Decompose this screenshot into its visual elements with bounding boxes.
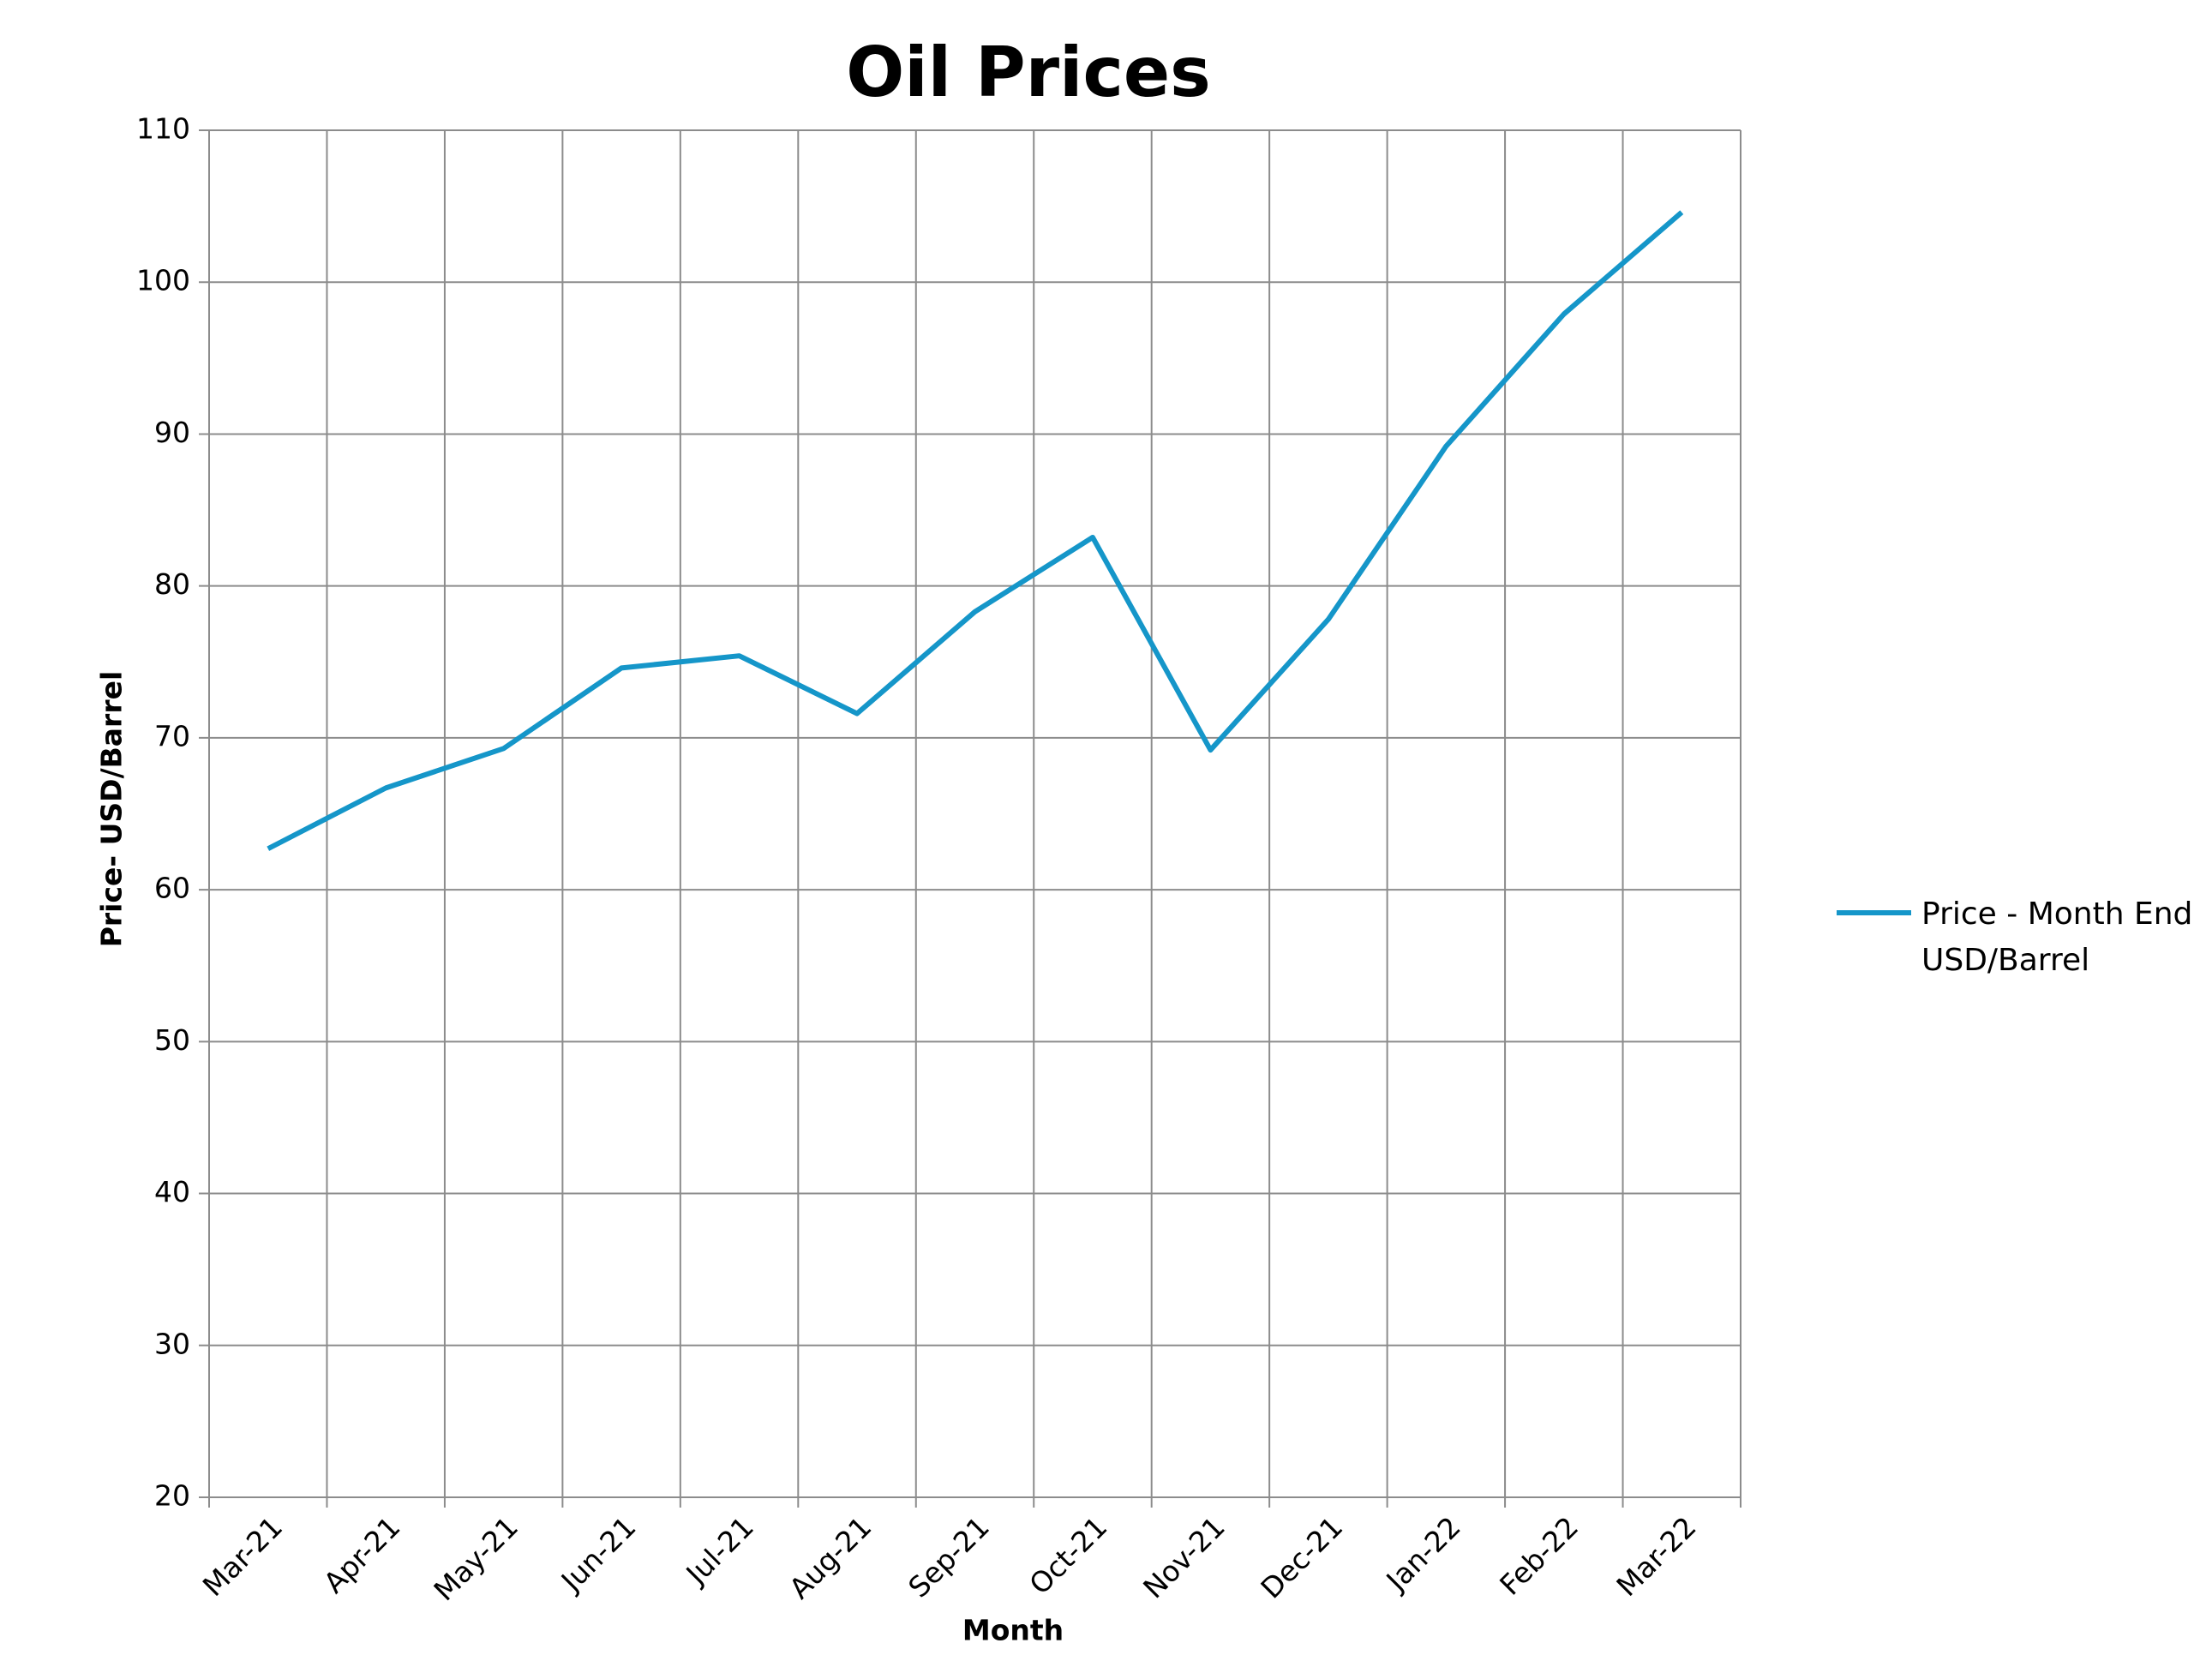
y-tick-label: 100 (136, 264, 190, 297)
x-tick-label: Sep-21 (902, 1510, 996, 1604)
x-tick-label: Oct-21 (1022, 1510, 1113, 1601)
y-tick-label: 50 (154, 1023, 190, 1057)
y-tick-label: 80 (154, 567, 190, 601)
x-axis-title: Month (962, 1614, 1064, 1647)
y-tick-label: 110 (136, 112, 190, 146)
x-tick-label: Aug-21 (782, 1510, 878, 1605)
x-tick-label: Mar-21 (196, 1510, 289, 1603)
y-tick-label: 90 (154, 416, 190, 449)
x-tick-label: Jan-22 (1379, 1510, 1467, 1598)
y-tick-label: 70 (154, 719, 190, 753)
y-tick-label: 30 (154, 1327, 190, 1360)
y-tick-label: 60 (154, 872, 190, 905)
y-tick-label: 20 (154, 1479, 190, 1513)
x-tick-label: Nov-21 (1136, 1510, 1232, 1605)
legend-label: Price - Month End USD/Barrel (1921, 896, 2193, 978)
y-axis-title: Price- USD/Barrel (95, 671, 129, 948)
x-tick-label: Feb-22 (1493, 1510, 1585, 1602)
x-tick-label: May-21 (428, 1510, 525, 1608)
data-line (267, 210, 1684, 851)
x-tick-label: Jun-21 (554, 1510, 643, 1599)
x-tick-label: Dec-21 (1254, 1510, 1349, 1605)
x-tick-label: Jul-21 (679, 1510, 760, 1592)
y-tick-label: 40 (154, 1175, 190, 1208)
x-tick-label: Apr-21 (317, 1510, 407, 1600)
x-tick-label: Mar-22 (1610, 1510, 1702, 1603)
chart-title: Oil Prices (846, 33, 1211, 112)
